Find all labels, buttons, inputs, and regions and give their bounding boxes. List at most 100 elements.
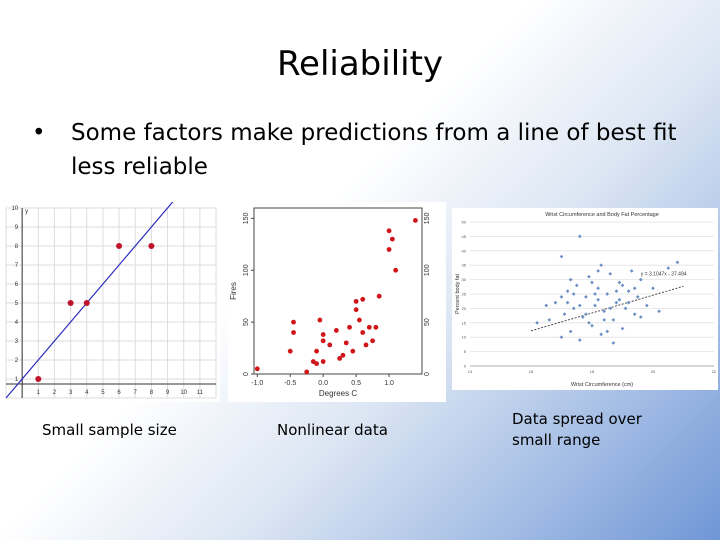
data-point <box>568 277 573 282</box>
data-point <box>337 356 343 361</box>
data-point <box>626 300 631 305</box>
chart-title: Wrist Circumference and Body Fat Percent… <box>545 212 659 218</box>
data-point <box>413 218 418 223</box>
data-point <box>577 234 582 239</box>
data-point <box>568 329 573 334</box>
data-point <box>314 348 319 354</box>
data-point <box>593 292 597 296</box>
chart-small-sample: 1 2 3 4 5 6 7 8 9 10 11 1 2 3 4 5 6 7 8 9 10 y <box>2 188 220 402</box>
data-point <box>340 352 346 358</box>
data-point <box>148 243 155 249</box>
data-point <box>393 267 399 273</box>
y-tick-label: 3 <box>15 339 19 345</box>
data-point <box>353 298 359 304</box>
data-point <box>304 369 310 375</box>
x-tick-label: 0.0 <box>318 380 328 387</box>
y-tick-label: 6 <box>15 282 19 288</box>
data-point <box>602 309 607 314</box>
data-point <box>614 300 619 305</box>
data-point <box>623 306 628 311</box>
data-point <box>620 283 625 288</box>
chart-small-range-svg: 0 5 10 15 20 25 30 35 40 45 50 14 16 18 20 22 Wrist Circ… <box>455 212 717 388</box>
caption-small-range: Data spread over small range <box>512 410 642 449</box>
chart-nonlinear-svg: -1.0 -0.5 0.0 0.5 1.0 0 0 50 50 100 100 150 150 Degre… <box>229 207 431 398</box>
chart-small-range: 0 5 10 15 20 25 30 35 40 45 50 14 16 18 20 22 Wrist Circ… <box>452 208 718 390</box>
data-point <box>370 338 375 344</box>
x-tick-label: 16 <box>529 369 534 374</box>
data-point <box>559 295 564 299</box>
data-point <box>314 361 319 367</box>
line-of-best-fit <box>530 285 684 332</box>
x-tick-label: 6 <box>117 390 121 396</box>
x-tick-label: 3 <box>69 390 73 396</box>
y-tick-label-right: 100 <box>424 264 431 276</box>
data-point <box>587 320 591 325</box>
data-point <box>611 318 616 322</box>
data-point <box>373 324 379 330</box>
data-point <box>544 303 549 308</box>
data-point <box>571 292 576 296</box>
data-point <box>386 247 392 252</box>
data-point <box>605 292 610 296</box>
x-tick-label: 1 <box>37 390 41 396</box>
x-axis-label: Wrist Circumference (cm) <box>571 382 633 388</box>
data-point <box>629 269 634 273</box>
data-point <box>614 289 619 293</box>
y-tick-label: 0 <box>243 372 250 376</box>
data-point <box>287 348 293 354</box>
y-tick-label: 40 <box>462 248 467 253</box>
y-tick-label: 20 <box>462 306 467 311</box>
data-point <box>559 254 564 259</box>
data-point <box>596 269 600 273</box>
data-point <box>645 303 649 308</box>
y-tick-label: 9 <box>15 225 19 231</box>
data-point <box>363 342 369 348</box>
y-tick-label: 4 <box>15 320 19 326</box>
data-point <box>605 329 610 334</box>
data-point <box>350 348 356 354</box>
caption-nonlinear: Nonlinear data <box>277 421 388 439</box>
data-point <box>347 324 352 330</box>
y-tick-label: 30 <box>462 277 467 282</box>
data-point <box>343 340 349 346</box>
y-tick-label: 15 <box>462 320 467 325</box>
data-point <box>596 286 600 291</box>
y-axis-label: y <box>25 209 28 215</box>
line-of-best-fit <box>5 188 185 399</box>
data-point <box>35 376 42 382</box>
data-point <box>593 303 597 308</box>
bullet-text: Some factors make predictions from a lin… <box>71 120 677 180</box>
data-point <box>317 317 323 323</box>
slide-title: Reliability <box>276 44 444 84</box>
data-point <box>632 286 637 291</box>
data-point <box>360 296 366 302</box>
y-tick-label: 10 <box>462 335 467 340</box>
x-tick-label: -1.0 <box>251 380 263 387</box>
y-tick-label-right: 0 <box>424 372 431 376</box>
y-tick-label-right: 150 <box>424 212 431 224</box>
data-point <box>320 338 326 344</box>
data-point <box>333 328 339 333</box>
data-point <box>638 315 643 319</box>
data-point <box>611 341 616 345</box>
data-point <box>574 283 579 288</box>
data-point <box>291 330 296 335</box>
data-point <box>626 289 631 293</box>
x-tick-label: 7 <box>134 390 138 396</box>
x-tick-label: 22 <box>712 369 717 374</box>
data-point <box>666 266 671 270</box>
y-axis-label: Percent body fat <box>455 274 461 315</box>
y-tick-label: 0 <box>464 364 467 369</box>
data-point <box>116 243 123 249</box>
data-point <box>553 300 558 305</box>
y-tick-label: 100 <box>243 264 250 276</box>
data-point <box>584 295 588 299</box>
data-point <box>360 330 366 335</box>
x-tick-label: 10 <box>180 390 187 396</box>
data-point <box>376 293 382 299</box>
y-tick-label: 5 <box>464 349 467 354</box>
data-point <box>565 300 570 305</box>
data-point <box>389 236 395 242</box>
x-axis-label: Degrees C <box>319 389 357 398</box>
